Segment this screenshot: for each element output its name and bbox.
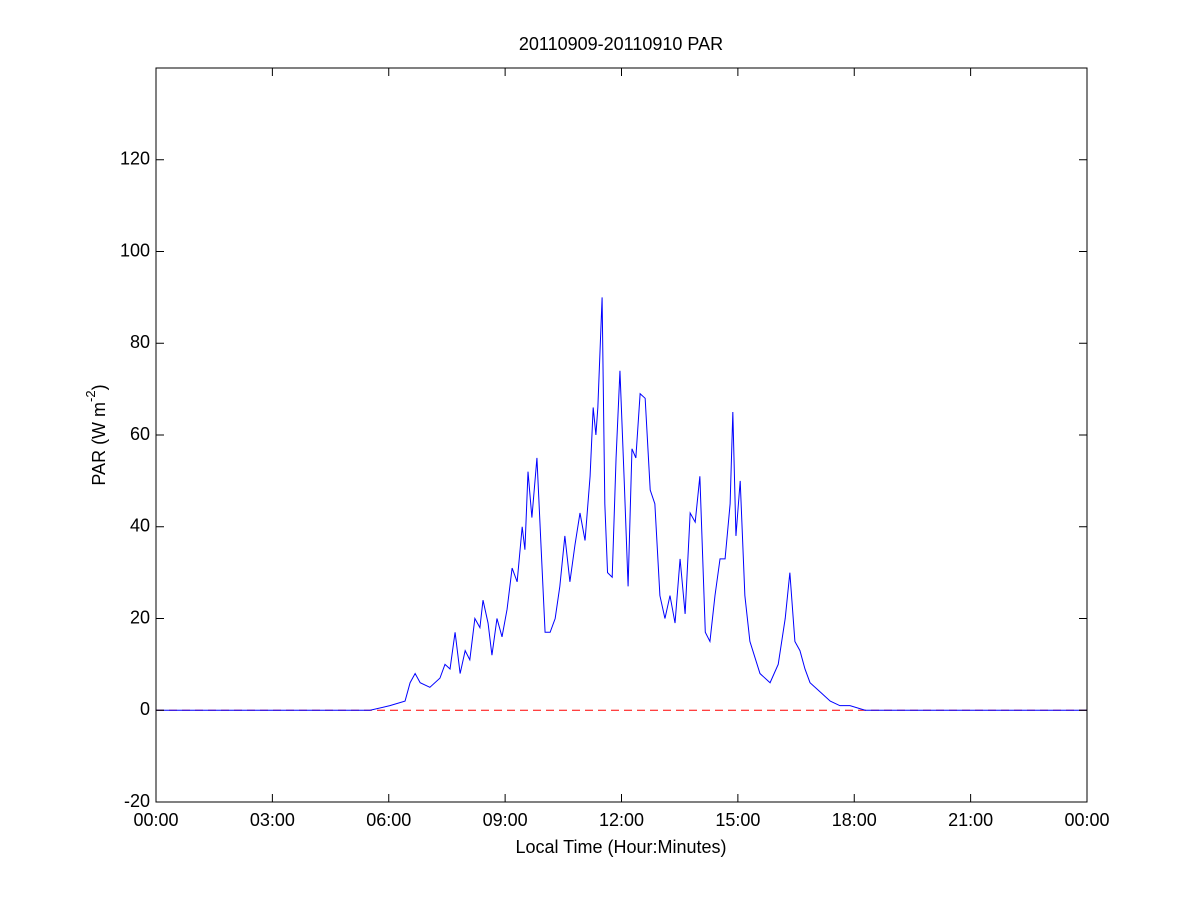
x-tick-label: 15:00	[715, 810, 760, 830]
x-tick-label: 00:00	[133, 810, 178, 830]
y-label-superscript: -2	[83, 390, 98, 402]
y-tick-label: 40	[130, 516, 150, 536]
x-tick-label: 06:00	[366, 810, 411, 830]
plot-area	[156, 68, 1087, 802]
x-axis-label: Local Time (Hour:Minutes)	[515, 837, 726, 857]
y-tick-label: 120	[120, 149, 150, 169]
y-axis-label: PAR (W m-2)	[83, 384, 108, 485]
y-tick-label: 0	[140, 699, 150, 719]
y-tick-label: 20	[130, 607, 150, 627]
x-tick-label: 21:00	[948, 810, 993, 830]
y-tick-label: 100	[120, 240, 150, 260]
data-line	[156, 297, 1087, 711]
y-tick-label: 80	[130, 332, 150, 352]
x-tick-label: 12:00	[599, 810, 644, 830]
y-label-text: )	[89, 384, 109, 390]
x-tick-label: 03:00	[250, 810, 295, 830]
y-label-text: PAR (W m	[89, 402, 109, 486]
y-tick-label: -20	[124, 791, 150, 811]
x-tick-label: 09:00	[483, 810, 528, 830]
x-tick-label: 18:00	[832, 810, 877, 830]
x-tick-label: 00:00	[1064, 810, 1109, 830]
chart-title: 20110909-20110910 PAR	[519, 34, 723, 54]
y-tick-label: 60	[130, 424, 150, 444]
